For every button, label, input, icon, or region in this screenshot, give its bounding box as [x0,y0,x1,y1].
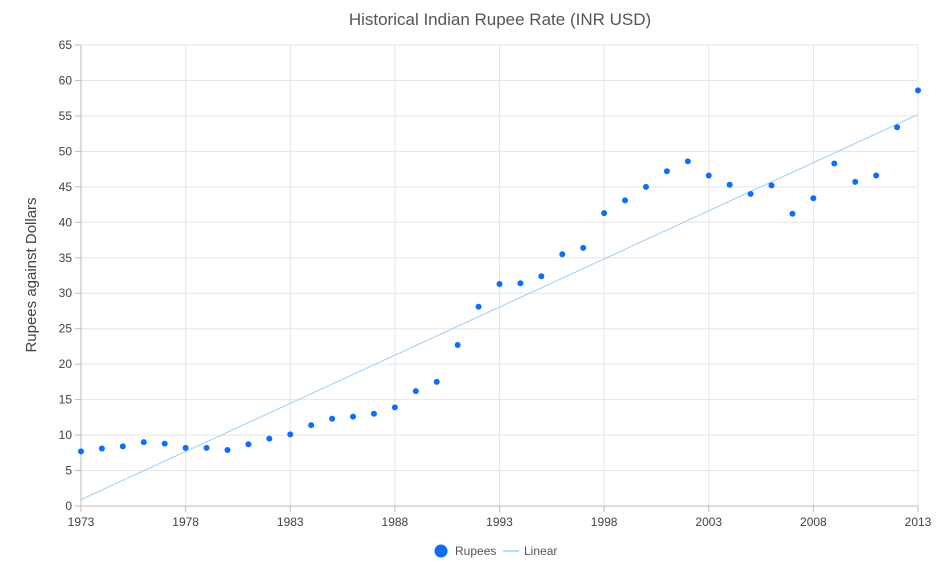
data-point[interactable] [370,410,377,417]
y-tick-label: 10 [59,428,73,442]
y-axis-title: Rupees against Dollars [23,197,40,352]
data-point[interactable] [768,182,775,189]
data-point[interactable] [224,446,231,453]
data-point[interactable] [747,190,754,197]
data-point[interactable] [894,124,901,131]
data-point[interactable] [350,413,357,420]
grid-lines [80,44,919,507]
data-point[interactable] [915,87,921,94]
data-point[interactable] [789,210,796,217]
data-point[interactable] [391,404,398,411]
legend-marker-rupees [434,544,448,558]
data-point[interactable] [433,378,440,385]
data-point[interactable] [412,388,419,395]
chart-title: Historical Indian Rupee Rate (INR USD) [349,10,651,29]
data-point[interactable] [559,251,566,258]
legend-item-rupees[interactable]: Rupees [434,544,497,558]
data-point[interactable] [287,431,294,438]
data-point[interactable] [810,195,817,202]
data-point[interactable] [517,280,524,287]
data-point[interactable] [161,440,168,447]
legend-label-rupees: Rupees [455,544,496,558]
y-tick-label: 60 [59,73,73,87]
data-point[interactable] [266,435,273,442]
data-point[interactable] [684,158,691,165]
data-point[interactable] [182,444,189,451]
data-point[interactable] [496,281,503,288]
y-tick-label: 25 [59,322,73,336]
y-tick-label: 45 [59,180,73,194]
data-point[interactable] [642,183,649,190]
y-tick-label: 30 [59,286,73,300]
data-point[interactable] [78,448,84,455]
trendline-layer [80,114,919,501]
y-tick-label: 50 [59,144,73,158]
data-point[interactable] [873,172,880,179]
legend-item-linear[interactable]: Linear [503,544,557,558]
data-point[interactable] [140,439,147,446]
x-tick-label: 1978 [172,515,199,529]
legend[interactable]: Rupees Linear [434,544,558,558]
y-tick-label: 0 [65,499,72,513]
trendline-linear [80,114,919,501]
data-point[interactable] [831,160,838,167]
x-tick-label: 2003 [695,515,722,529]
y-tick-label: 15 [59,393,73,407]
data-points-layer [78,87,921,455]
data-point[interactable] [329,415,336,422]
data-point[interactable] [245,441,252,448]
x-tick-label: 2008 [800,515,827,529]
y-tick-label: 40 [59,215,73,229]
data-point[interactable] [852,178,859,185]
data-point[interactable] [663,168,670,175]
data-point[interactable] [538,273,545,280]
data-point[interactable] [98,445,105,452]
y-tick-label: 55 [59,109,73,123]
x-tick-label: 1988 [382,515,409,529]
x-tick-label: 1993 [486,515,513,529]
y-tick-label: 35 [59,251,73,265]
data-point[interactable] [454,342,461,349]
data-point[interactable] [203,444,210,451]
data-point[interactable] [601,210,608,217]
data-point[interactable] [475,303,482,310]
legend-label-linear: Linear [524,544,557,558]
y-tick-label: 20 [59,357,73,371]
data-point[interactable] [308,422,315,429]
y-tick-label: 65 [59,38,73,52]
y-tick-label: 5 [65,464,72,478]
data-point[interactable] [119,443,126,450]
x-tick-label: 2013 [905,515,932,529]
axes: 0 5 10 15 20 25 30 35 40 45 50 55 60 65 1973 1978 1983 19… [59,38,932,529]
x-tick-label: 1998 [591,515,618,529]
x-tick-label: 1973 [68,515,95,529]
data-point[interactable] [705,172,712,179]
data-point[interactable] [580,244,587,251]
x-tick-label: 1983 [277,515,304,529]
data-point[interactable] [622,197,629,204]
data-point[interactable] [726,181,733,188]
